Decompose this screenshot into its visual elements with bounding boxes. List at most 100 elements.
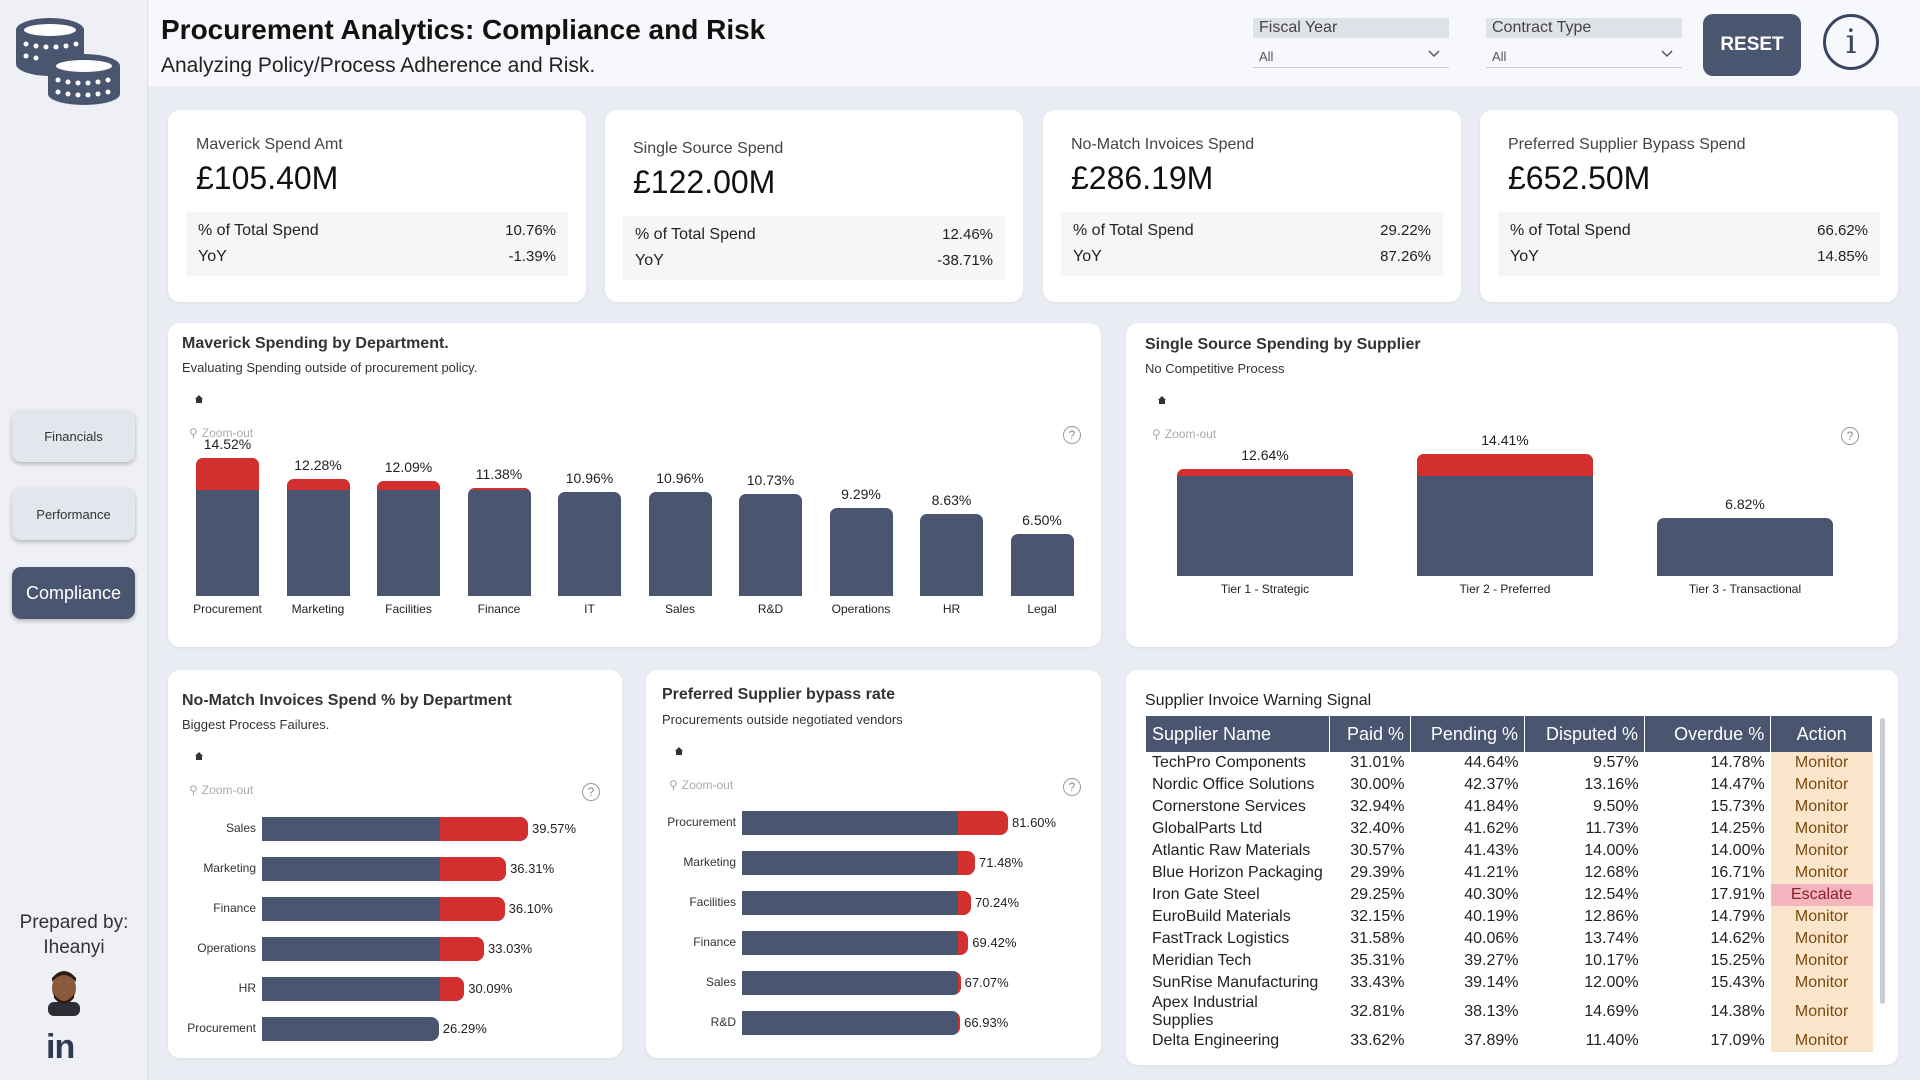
kpi-pct-label: % of Total Spend: [1073, 222, 1194, 239]
column-header-supplier[interactable]: Supplier Name: [1146, 716, 1330, 752]
bar[interactable]: [1010, 534, 1074, 596]
info-icon[interactable]: i: [1823, 14, 1879, 70]
zoom-out-label: Zoom-out: [201, 426, 254, 440]
table-row[interactable]: GlobalParts Ltd 32.40% 41.62% 11.73% 14.25% M…: [1146, 818, 1873, 840]
paid-cell: 31.01%: [1350, 754, 1405, 771]
kpi-label: Maverick Spend Amt: [196, 136, 343, 153]
kpi-value: £105.40M: [196, 160, 339, 196]
home-icon[interactable]: [194, 394, 204, 404]
home-icon[interactable]: [1157, 395, 1167, 405]
bar[interactable]: [262, 857, 507, 881]
overdue-cell: 14.00%: [1710, 842, 1765, 859]
table-row[interactable]: Meridian Tech 35.31% 39.27% 10.17% 15.25% Mon…: [1146, 950, 1873, 972]
table-row[interactable]: FastTrack Logistics 31.58% 40.06% 13.74% 14.…: [1146, 928, 1873, 950]
bar[interactable]: [262, 817, 528, 841]
bar[interactable]: [742, 931, 969, 955]
help-icon[interactable]: ?: [1063, 778, 1081, 796]
column-header-paid[interactable]: Paid %: [1329, 716, 1412, 752]
table-row[interactable]: TechPro Components 31.01% 44.64% 9.57% 14.78…: [1146, 752, 1873, 774]
bar-risk-segment: [440, 817, 528, 841]
column-header-disputed[interactable]: Disputed %: [1524, 716, 1646, 752]
coins-logo-icon: [16, 18, 120, 105]
zoom-out-button[interactable]: ⚲ Zoom-out: [189, 426, 253, 440]
bar-risk-segment: [440, 857, 507, 881]
linkedin-icon[interactable]: in: [46, 1028, 75, 1066]
data-label: 39.57%: [532, 821, 577, 836]
action-cell[interactable]: Monitor: [1770, 906, 1873, 928]
zoom-out-button[interactable]: ⚲ Zoom-out: [1152, 427, 1216, 441]
zoom-out-button[interactable]: ⚲ Zoom-out: [189, 783, 253, 797]
bar[interactable]: [742, 811, 1008, 835]
bar[interactable]: [742, 1011, 961, 1035]
contract-type-dropdown[interactable]: All: [1486, 42, 1682, 68]
column-header-pending[interactable]: Pending %: [1410, 716, 1525, 752]
action-cell[interactable]: Monitor: [1770, 972, 1873, 994]
kpi-pct-label: % of Total Spend: [1510, 222, 1631, 239]
action-cell[interactable]: Monitor: [1770, 862, 1873, 884]
home-icon[interactable]: [674, 746, 684, 756]
column-header-action[interactable]: Action: [1770, 716, 1873, 752]
reset-button[interactable]: RESET: [1703, 14, 1801, 76]
table-row[interactable]: Nordic Office Solutions 30.00% 42.37% 13.16…: [1146, 774, 1873, 796]
bar-risk-segment: [440, 937, 485, 961]
bar[interactable]: [742, 891, 971, 915]
nav-performance-button[interactable]: Performance: [12, 488, 135, 540]
bar[interactable]: [1177, 468, 1353, 576]
nav-compliance-button[interactable]: Compliance: [12, 567, 135, 619]
action-cell[interactable]: Monitor: [1770, 818, 1873, 840]
kpi-yoy-value: 87.26%: [1380, 248, 1431, 265]
bar[interactable]: [1657, 518, 1833, 576]
bar-risk-segment: [440, 977, 465, 1001]
action-cell[interactable]: Monitor: [1770, 950, 1873, 972]
help-icon[interactable]: ?: [582, 783, 600, 801]
action-cell[interactable]: Monitor: [1770, 1030, 1873, 1052]
data-label: 14.52%: [203, 436, 252, 452]
category-label: Sales: [705, 975, 736, 989]
pending-cell: 41.43%: [1464, 842, 1519, 859]
paid-cell: 35.31%: [1350, 952, 1405, 969]
pending-cell: 37.89%: [1464, 1032, 1519, 1049]
bar[interactable]: [262, 1017, 439, 1041]
action-cell[interactable]: Monitor: [1770, 840, 1873, 862]
table-scrollbar[interactable]: [1880, 718, 1885, 1004]
bar[interactable]: [739, 494, 802, 596]
table-row[interactable]: Blue Horizon Packaging 29.39% 41.21% 12.68%…: [1146, 862, 1873, 884]
help-icon[interactable]: ?: [1063, 426, 1081, 444]
help-icon[interactable]: ?: [1841, 427, 1859, 445]
bar[interactable]: [467, 487, 531, 596]
bar[interactable]: [196, 458, 259, 596]
table-row[interactable]: Cornerstone Services 32.94% 41.84% 9.50% 15.…: [1146, 796, 1873, 818]
table-row[interactable]: Atlantic Raw Materials 30.57% 41.43% 14.00%…: [1146, 840, 1873, 862]
bar[interactable]: [648, 491, 712, 596]
table-row[interactable]: EuroBuild Materials 32.15% 40.19% 12.86% 14.…: [1146, 906, 1873, 928]
action-cell[interactable]: Monitor: [1770, 928, 1873, 950]
home-icon[interactable]: [194, 751, 204, 761]
action-cell[interactable]: Monitor: [1770, 994, 1873, 1030]
bar[interactable]: [558, 491, 621, 596]
category-label: Procurement: [187, 1021, 256, 1035]
bar[interactable]: [262, 937, 485, 961]
fiscal-year-dropdown[interactable]: All: [1253, 42, 1449, 68]
column-header-overdue[interactable]: Overdue %: [1644, 716, 1772, 752]
action-cell[interactable]: Monitor: [1770, 774, 1873, 796]
action-cell[interactable]: Monitor: [1770, 796, 1873, 818]
bar[interactable]: [742, 851, 975, 875]
bar[interactable]: [742, 971, 961, 995]
bar[interactable]: [286, 479, 350, 596]
bar[interactable]: [262, 897, 505, 921]
action-cell[interactable]: Monitor: [1770, 752, 1873, 774]
bar[interactable]: [262, 977, 465, 1001]
table-row[interactable]: SunRise Manufacturing 33.43% 39.14% 12.00% 1…: [1146, 972, 1873, 994]
action-cell[interactable]: Escalate: [1770, 884, 1873, 906]
table-row[interactable]: Delta Engineering 33.62% 37.89% 11.40% 17.09…: [1146, 1030, 1873, 1052]
bar[interactable]: [1417, 454, 1593, 576]
table-row[interactable]: Apex Industrial Supplies 32.81% 38.13% 14.6…: [1146, 994, 1873, 1030]
zoom-out-button[interactable]: ⚲ Zoom-out: [669, 778, 733, 792]
supplier-name-cell: GlobalParts Ltd: [1152, 820, 1263, 837]
bar[interactable]: [377, 481, 440, 596]
nav-financials-button[interactable]: Financials: [12, 410, 135, 462]
bar[interactable]: [920, 513, 983, 596]
bar-risk-segment: [957, 891, 971, 915]
table-row[interactable]: Iron Gate Steel 29.25% 40.30% 12.54% 17.91% E…: [1146, 884, 1873, 906]
bar[interactable]: [829, 507, 893, 596]
